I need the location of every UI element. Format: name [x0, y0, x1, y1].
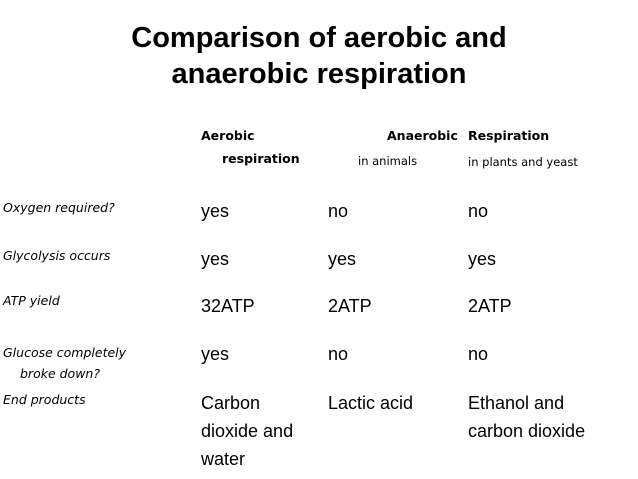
subheader-in-plants-yeast: in plants and yeast — [468, 155, 578, 169]
row-label-oxygen: Oxygen required? — [3, 200, 115, 215]
header-respiration: Respiration — [468, 128, 550, 143]
cell-oxygen-aerobic: yes — [201, 201, 230, 221]
row-label-atp-yield: ATP yield — [3, 293, 60, 308]
subheader-in-animals: in animals — [358, 154, 418, 168]
cell-glycolysis-animals: yes — [328, 249, 357, 269]
cell-glucose-plants: no — [468, 344, 489, 364]
row-label-glycolysis: Glycolysis occurs — [3, 248, 111, 263]
cell-oxygen-animals: no — [328, 201, 349, 221]
cell-glycolysis-plants: yes — [468, 249, 497, 269]
title-line-1: Comparison of aerobic and — [131, 22, 507, 54]
cell-end-aerobic-line2: dioxide and — [201, 421, 294, 441]
header-aerobic-line1: Aerobic — [201, 128, 255, 143]
cell-glucose-aerobic: yes — [201, 344, 230, 364]
cell-end-aerobic-line1: Carbon — [201, 393, 261, 413]
cell-end-animals: Lactic acid — [328, 393, 414, 413]
header-aerobic-line2: respiration — [222, 151, 300, 166]
cell-end-plants-line1: Ethanol and — [468, 393, 565, 413]
cell-end-aerobic-line3: water — [201, 449, 246, 469]
cell-atp-animals: 2ATP — [328, 296, 372, 316]
cell-atp-aerobic: 32ATP — [201, 296, 255, 316]
header-anaerobic: Anaerobic — [387, 128, 458, 143]
title-line-2: anaerobic respiration — [171, 58, 467, 90]
row-label-end-products: End products — [3, 392, 86, 407]
cell-end-plants-line2: carbon dioxide — [468, 421, 586, 441]
cell-glucose-animals: no — [328, 344, 349, 364]
cell-glycolysis-aerobic: yes — [201, 249, 230, 269]
row-label-glucose-line1: Glucose completely — [3, 345, 127, 360]
row-label-glucose-line2: broke down? — [20, 366, 100, 381]
slide-title: Comparison of aerobic and anaerobic resp… — [0, 20, 638, 92]
cell-atp-plants: 2ATP — [468, 296, 512, 316]
cell-oxygen-plants: no — [468, 201, 489, 221]
